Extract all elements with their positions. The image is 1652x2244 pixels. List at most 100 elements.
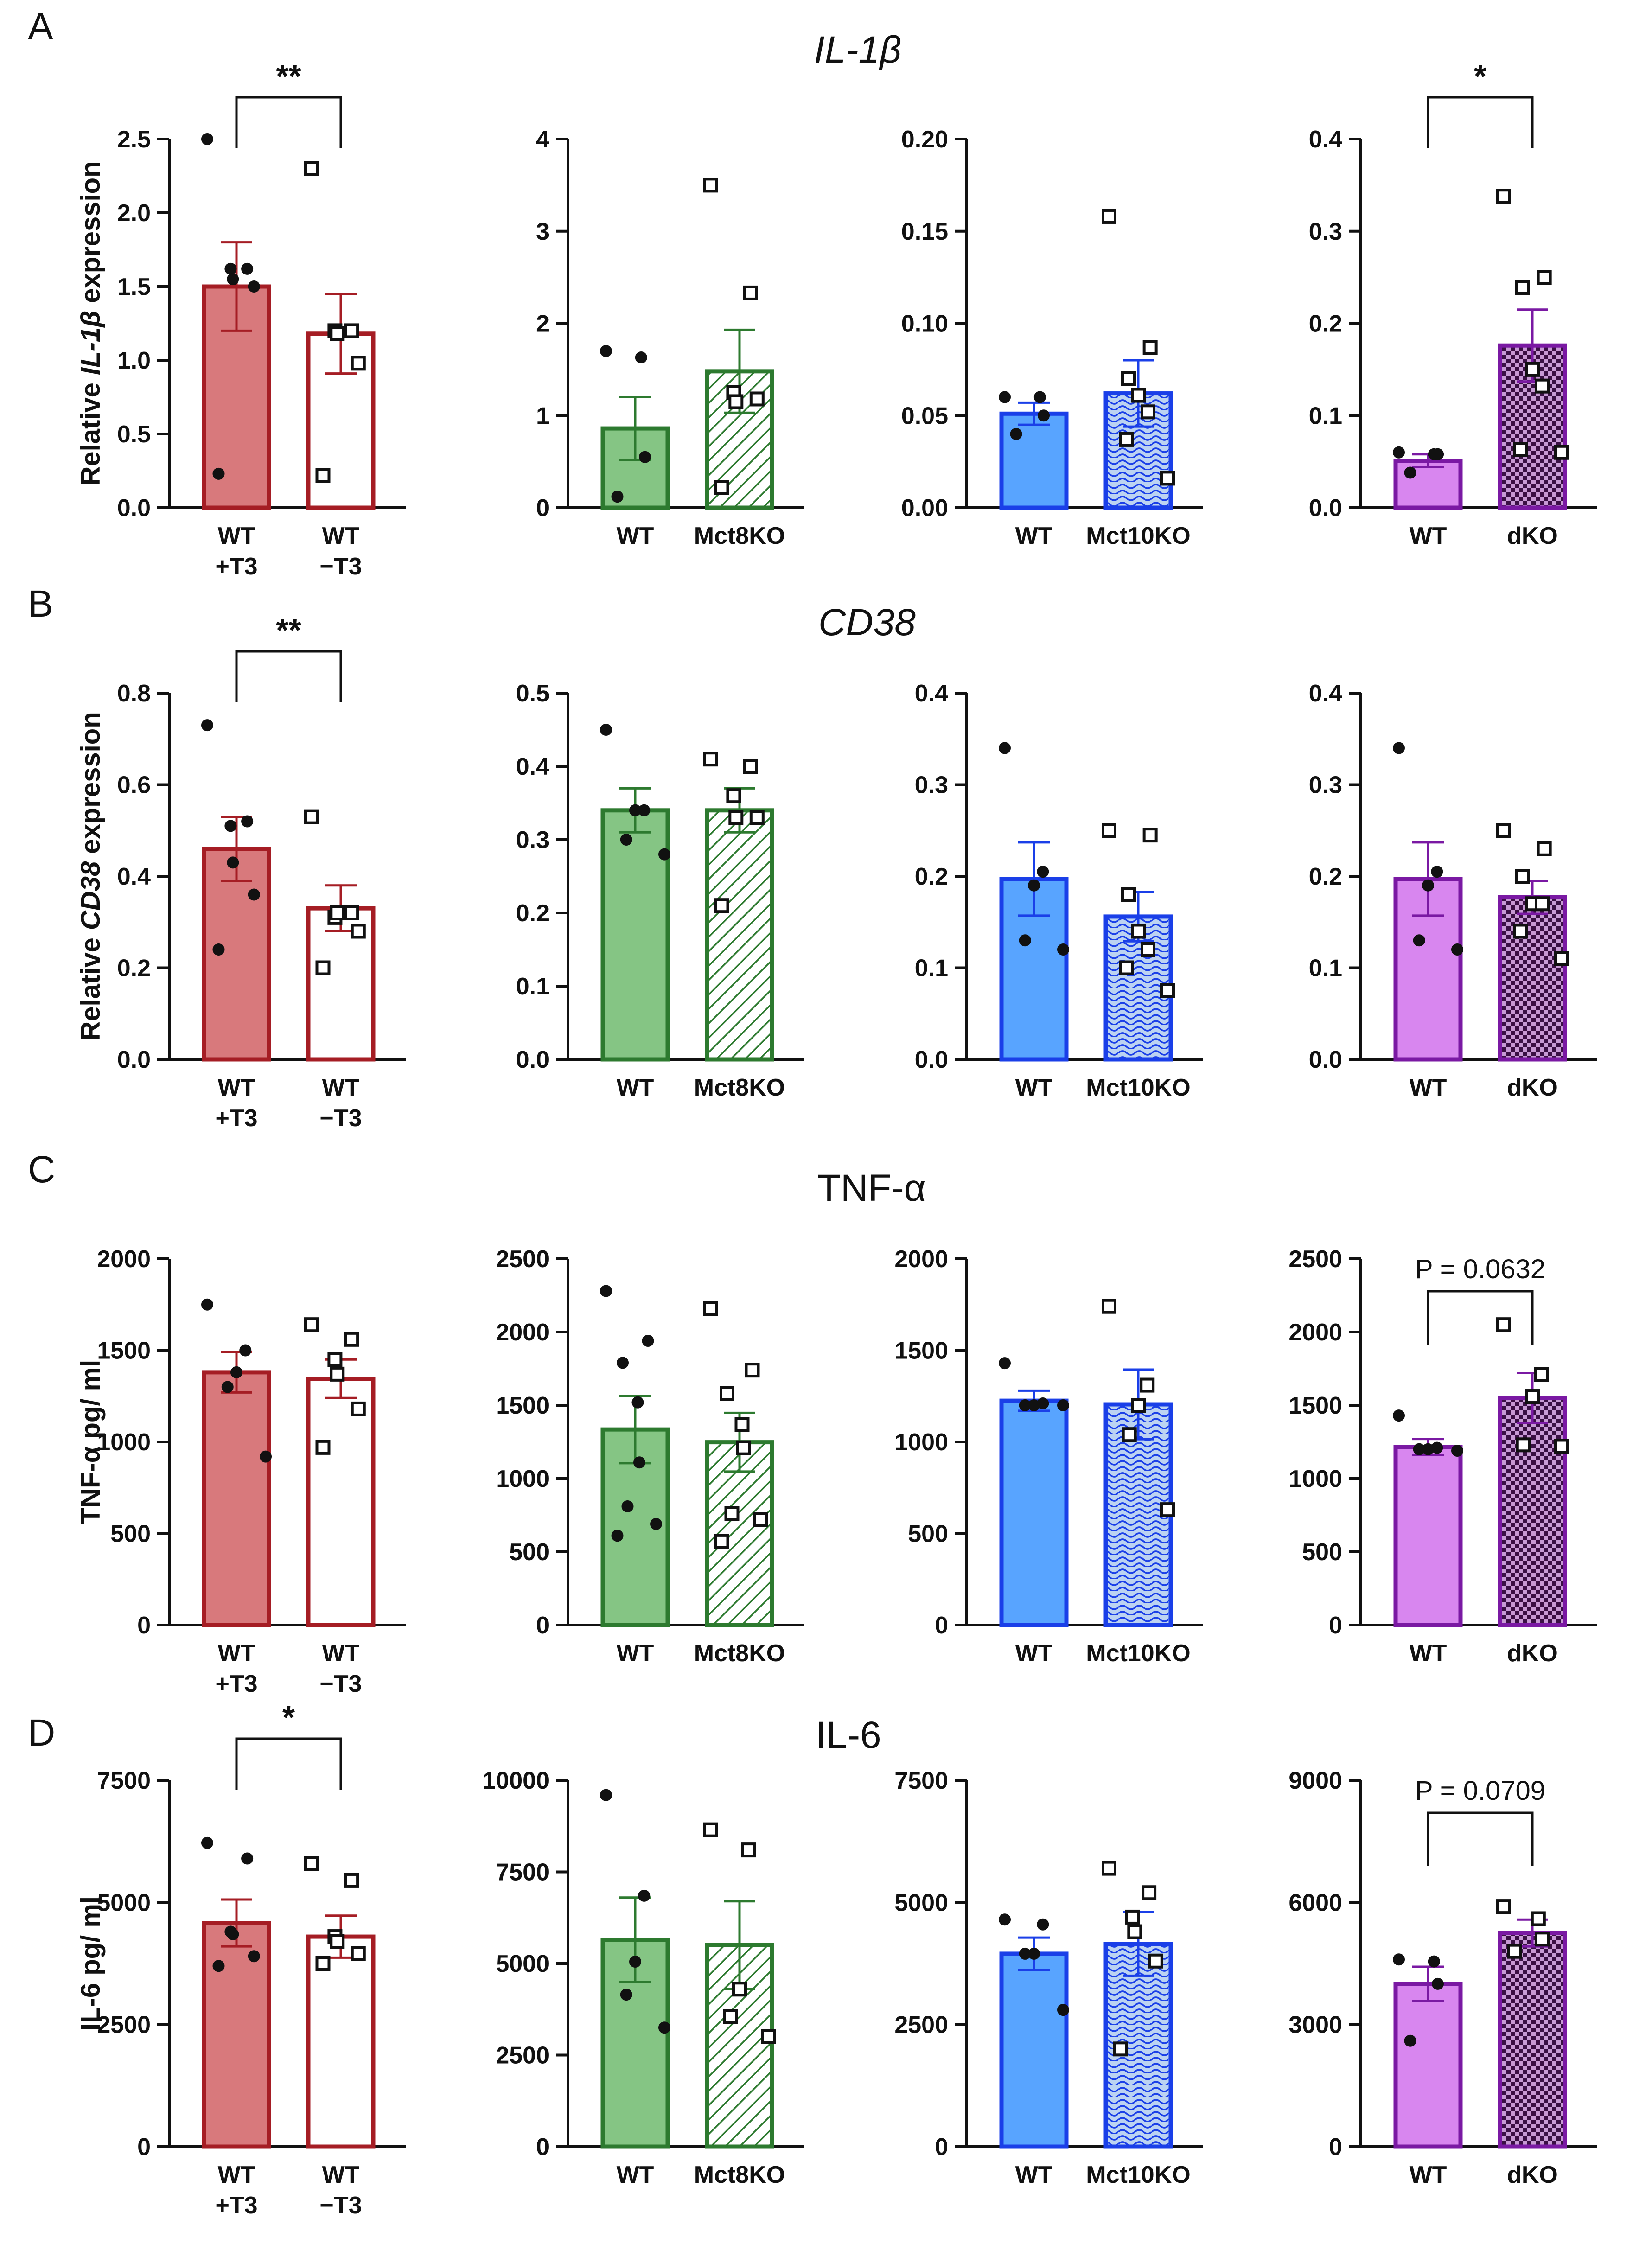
data-point [344,1332,359,1347]
data-point [639,451,651,463]
data-point [1102,1861,1116,1876]
bar [1393,1982,1463,2149]
data-point [1393,1953,1405,1966]
y-tick-label: 2500 [496,2042,549,2069]
y-tick-label: 0.3 [516,827,549,854]
y-tick-label: 2000 [97,1246,151,1273]
y-tick-label: 3 [536,218,549,245]
data-point [315,1440,331,1455]
data-point [344,323,359,338]
chart-B1: 0.0 0.2 0.4 0.6 0.8 WT +T3 WT −T3 ** Relative CD38… [76,612,406,1132]
significance-bracket [1427,96,1534,148]
data-point [1160,1502,1175,1517]
row-title-C: TNF-α [817,1167,926,1209]
y-tick-label: 0 [1329,2134,1342,2161]
y-tick-label: 2.5 [117,126,151,153]
y-tick-label: 0.0 [1309,1046,1342,1073]
y-axis-label: Relative IL-1β expression [76,161,106,485]
data-point [1102,823,1116,838]
data-point [1393,1409,1405,1422]
data-point [658,2021,670,2034]
data-point [999,1357,1011,1370]
y-tick-label: 2 [536,311,549,338]
data-point [227,273,239,286]
x-tick-label: WT [1410,523,1447,549]
x-tick-label: dKO [1507,2161,1558,2188]
data-point [741,1842,756,1858]
y-tick-label: 0.2 [516,900,549,927]
x-tick-label: −T3 [319,1105,362,1132]
y-tick-label: 1500 [496,1392,549,1419]
y-tick-label: 2000 [496,1319,549,1346]
y-tick-label: 500 [509,1539,549,1566]
data-point [999,742,1011,754]
data-point [743,285,758,300]
data-point [1413,934,1425,947]
data-point [1119,960,1134,975]
data-point [351,924,366,939]
y-tick-label: 0 [1329,1612,1342,1639]
data-point [227,856,239,869]
x-tick-label: WT [617,2161,654,2188]
y-tick-label: 0.5 [516,680,549,707]
bar [999,1398,1069,1627]
data-point [1525,362,1540,377]
data-point [1119,432,1134,447]
x-tick-label: WT [1015,2161,1053,2188]
y-axis-label-part: expression [76,712,106,861]
data-point [304,1317,319,1332]
data-point [1432,448,1444,460]
y-tick-label: 0 [137,2134,151,2161]
data-point [1028,879,1040,892]
data-point [638,1889,651,1902]
data-point [703,1301,718,1316]
chart-A2: 0 1 2 3 4 WT Mct8KO [536,126,804,549]
chart-B4: 0.0 0.1 0.2 0.3 0.4 WT dKO [1309,680,1597,1101]
x-tick-label: +T3 [215,1670,257,1697]
y-tick-label: 0.0 [117,495,151,522]
significance-bracket [1427,1811,1534,1866]
data-point [736,1440,751,1455]
data-point [1028,1399,1040,1411]
data-point [1160,471,1175,486]
y-axis-label-part: TNF-α pg/ ml [76,1360,106,1524]
y-axis-label-italic: IL-1β [76,311,106,375]
y-tick-label: 500 [908,1521,948,1548]
data-point [1037,1397,1049,1410]
y-tick-label: 7500 [496,1859,549,1886]
data-point [600,724,612,736]
y-tick-label: 0.3 [915,772,948,799]
data-point [999,1913,1011,1926]
data-point [1131,1398,1146,1413]
y-tick-label: 0.1 [1309,955,1342,982]
data-point [1554,445,1569,460]
data-point [1513,924,1528,939]
x-tick-label: WT [1410,2161,1447,2188]
x-tick-label: dKO [1507,1640,1558,1667]
bar [1498,1396,1567,1627]
significance-bracket [235,1737,342,1790]
data-point [1102,1299,1116,1314]
y-tick-label: 2500 [496,1246,549,1273]
data-point [745,1363,760,1378]
bar [999,411,1069,510]
x-tick-label: −T3 [319,1670,362,1697]
data-point [1102,209,1116,224]
bar [600,808,670,1062]
data-point [248,280,260,293]
data-point [330,905,345,920]
significance-label: P = 0.0632 [1415,1254,1545,1284]
data-point [600,1285,612,1297]
data-point [629,1956,641,1968]
bar [1393,1445,1463,1627]
data-point [351,356,366,371]
chart-B2: 0.0 0.1 0.2 0.3 0.4 0.5 WT Mct8KO [516,680,804,1101]
data-point [1019,934,1031,947]
data-point [617,1357,629,1369]
data-point [1496,823,1511,838]
x-tick-label: WT [1410,1640,1447,1667]
data-point [1554,1439,1569,1454]
y-tick-label: 0.5 [117,421,151,448]
data-point [600,1789,612,1801]
